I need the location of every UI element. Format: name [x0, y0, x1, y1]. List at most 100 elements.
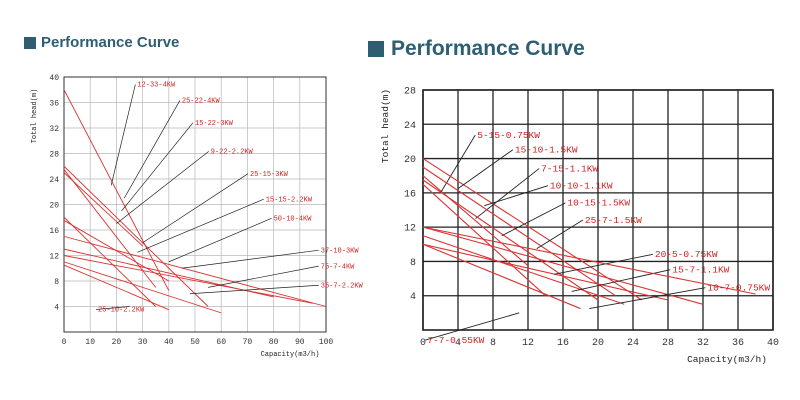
x-tick-label: 40: [164, 338, 174, 347]
y-tick-label: 20: [49, 201, 59, 210]
title-square-icon: [368, 41, 384, 57]
x-tick-label: 8: [490, 338, 496, 349]
curve-leader-line: [96, 306, 130, 310]
y-axis-label: Total head(m): [31, 89, 39, 144]
curve-label: 9-22-2.2KW: [211, 149, 254, 157]
y-tick-label: 28: [49, 150, 59, 159]
chart-title-row: Performance Curve: [24, 34, 179, 51]
x-tick-label: 30: [138, 338, 148, 347]
y-tick-label: 4: [54, 303, 59, 312]
curve-label: 37-10-3KW: [321, 247, 360, 255]
curve-label: 20-5-0.75KW: [655, 249, 718, 260]
x-axis-label: Capacity(m3/h): [261, 351, 320, 359]
x-tick-label: 16: [557, 338, 569, 349]
y-tick-label: 24: [49, 176, 59, 185]
x-tick-label: 32: [697, 338, 709, 349]
curve-leader-line: [123, 100, 181, 199]
x-tick-label: 36: [732, 338, 744, 349]
y-tick-label: 20: [404, 155, 416, 166]
x-tick-label: 0: [420, 338, 426, 349]
curve-leader-line: [116, 151, 209, 224]
performance-curve: [63, 216, 157, 307]
x-tick-label: 40: [767, 338, 779, 349]
performance-curve: [422, 235, 625, 305]
curve-label: 15-15-2.2KW: [266, 196, 313, 204]
performance-curve: [422, 166, 616, 297]
curve-label: 50-10-4KW: [274, 215, 313, 223]
curve-leader-line: [110, 84, 136, 186]
curve-leader-line: [536, 219, 584, 249]
chart-title: Performance Curve: [391, 37, 585, 60]
right-chart-panel: Performance Curve 0 4 8 12 16 20 24 28 32 36 40 4 8 1…: [360, 0, 800, 400]
curve-label: 10-15-1.5KW: [567, 198, 630, 209]
x-tick-label: 60: [216, 338, 226, 347]
x-tick-label: 70: [243, 338, 253, 347]
y-tick-label: 32: [49, 125, 59, 134]
plot-frame: [63, 76, 327, 333]
curve-leader-line: [475, 168, 540, 219]
x-tick-label: 4: [455, 338, 461, 349]
curve-label: 25-10-2.2KW: [98, 307, 145, 315]
x-tick-label: 90: [295, 338, 305, 347]
x-tick-label: 12: [522, 338, 534, 349]
x-tick-label: 20: [592, 338, 604, 349]
curve-label: 10-10-1.1KW: [550, 181, 613, 192]
y-tick-label: 4: [410, 292, 416, 303]
y-tick-label: 8: [54, 278, 59, 287]
curve-leader-line: [589, 287, 706, 310]
curve-label: 75-7-4KW: [321, 263, 355, 271]
y-axis-label: Total head(m): [380, 89, 391, 163]
y-tick-label: 16: [404, 189, 416, 200]
curve-leader-line: [571, 269, 671, 292]
x-tick-label: 20: [112, 338, 122, 347]
curve-leader-line: [554, 253, 653, 275]
curve-leader-line: [168, 218, 272, 263]
plot-frame: [422, 89, 774, 331]
performance-curve: [422, 179, 599, 301]
chart-title-row: Performance Curve: [368, 37, 585, 61]
curve-leader-line: [457, 149, 514, 189]
curve-label: 15-22-3KW: [195, 120, 234, 128]
curve-leader-line: [137, 198, 264, 253]
y-tick-label: 12: [49, 252, 59, 261]
x-tick-label: 50: [190, 338, 200, 347]
curve-label: 15-7-1.1KW: [672, 265, 729, 276]
curve-leader-line: [142, 173, 249, 244]
performance-curve: [63, 165, 209, 307]
x-tick-label: 0: [62, 338, 67, 347]
curve-label: 7-7-0.55KW: [427, 335, 484, 346]
y-tick-label: 8: [410, 258, 416, 269]
y-tick-label: 28: [404, 87, 416, 98]
performance-curve: [422, 243, 669, 301]
y-tick-label: 24: [404, 121, 416, 132]
title-square-icon: [24, 36, 36, 49]
x-axis-label: Capacity(m3/h): [687, 354, 767, 365]
curve-label: 35-7-2.2KW: [321, 282, 364, 290]
x-tick-label: 80: [269, 338, 279, 347]
performance-curve: [63, 235, 327, 307]
curve-label: 15-10-1.5KW: [515, 145, 578, 156]
curve-leader-line: [181, 249, 319, 269]
performance-curve: [63, 264, 169, 311]
curve-label: 5-15-0.75KW: [477, 130, 540, 141]
performance-curve: [422, 226, 756, 295]
curve-leader-line: [208, 265, 319, 288]
y-tick-label: 36: [49, 99, 59, 108]
x-tick-label: 28: [662, 338, 674, 349]
performance-curve: [63, 89, 170, 291]
performance-curve: [422, 243, 581, 310]
curve-label: 10-7-0.75KW: [707, 283, 770, 294]
performance-curve: [422, 158, 643, 301]
curve-leader-line: [484, 185, 549, 207]
chart-title: Performance Curve: [41, 34, 180, 51]
performance-curve: [63, 255, 313, 304]
curve-label: 25-15-3KW: [250, 171, 289, 179]
performance-chart-left: 0 10 20 30 40 50 60 70 80 90 100 4 8 12 16 20 24 28 32 36 40…: [31, 74, 364, 359]
x-tick-label: 10: [85, 338, 95, 347]
y-tick-label: 16: [49, 227, 59, 236]
curve-label: 25-7-1.5KW: [585, 215, 642, 226]
curve-leader-line: [189, 284, 319, 295]
x-tick-label: 100: [319, 338, 334, 347]
performance-curve: [63, 172, 143, 247]
curve-label: 7-15-1.1KW: [541, 163, 598, 174]
